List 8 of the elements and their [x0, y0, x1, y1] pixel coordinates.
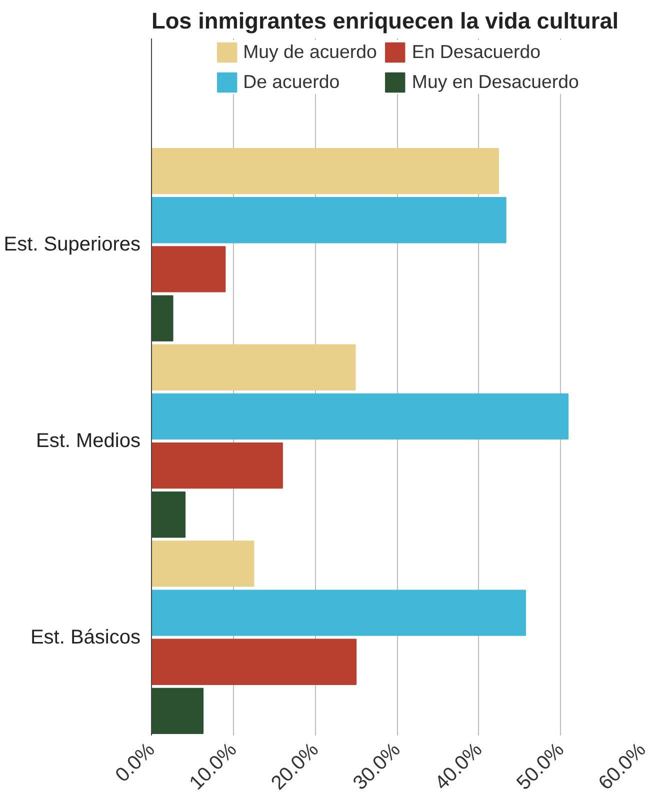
y-tick-label: Est. Básicos	[30, 626, 141, 648]
y-tick-label: Est. Superiores	[4, 234, 141, 256]
legend-label: En Desacuerdo	[412, 41, 541, 63]
legend-label: De acuerdo	[243, 71, 340, 93]
y-tick-label: Est. Medios	[36, 430, 140, 452]
legend-label: Muy de acuerdo	[243, 41, 377, 63]
legend-label: Muy en Desacuerdo	[412, 71, 579, 93]
chart-title: Los inmigrantes enriquecen la vida cultural	[152, 8, 619, 34]
